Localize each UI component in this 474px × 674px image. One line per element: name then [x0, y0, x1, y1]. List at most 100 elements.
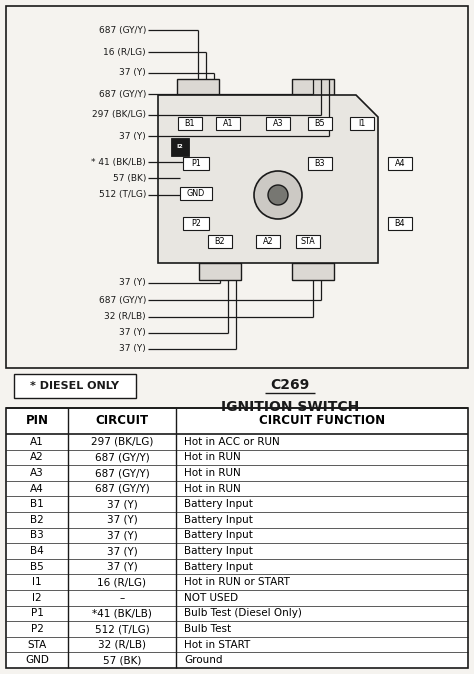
Text: Battery Input: Battery Input	[184, 546, 253, 556]
Text: Battery Input: Battery Input	[184, 515, 253, 525]
Text: 37 (Y): 37 (Y)	[107, 561, 137, 572]
Text: 687 (GY/Y): 687 (GY/Y)	[99, 90, 146, 98]
Text: I1: I1	[32, 577, 42, 587]
Polygon shape	[158, 95, 378, 263]
Text: B3: B3	[30, 530, 44, 541]
Text: CIRCUIT FUNCTION: CIRCUIT FUNCTION	[259, 415, 385, 427]
Bar	[388, 216, 412, 230]
Bar	[183, 156, 209, 169]
Bar	[216, 117, 240, 129]
Text: GND: GND	[25, 655, 49, 665]
Text: 37 (Y): 37 (Y)	[119, 344, 146, 353]
Text: 37 (Y): 37 (Y)	[107, 515, 137, 525]
Text: Battery Input: Battery Input	[184, 561, 253, 572]
Text: CIRCUIT: CIRCUIT	[95, 415, 148, 427]
Bar	[388, 156, 412, 169]
Text: B4: B4	[30, 546, 44, 556]
Text: B5: B5	[315, 119, 325, 127]
Bar	[199, 263, 241, 280]
Text: B5: B5	[30, 561, 44, 572]
Text: Bulb Test (Diesel Only): Bulb Test (Diesel Only)	[184, 609, 302, 619]
Text: Hot in RUN: Hot in RUN	[184, 452, 241, 462]
Text: 37 (Y): 37 (Y)	[119, 328, 146, 338]
Text: A3: A3	[30, 468, 44, 478]
Bar	[296, 235, 320, 247]
Text: A4: A4	[30, 484, 44, 493]
Bar	[178, 117, 202, 129]
Text: 687 (GY/Y): 687 (GY/Y)	[99, 26, 146, 34]
Circle shape	[254, 171, 302, 219]
Text: –: –	[119, 593, 125, 603]
Text: 512 (T/LG): 512 (T/LG)	[95, 624, 149, 634]
Text: I2: I2	[177, 144, 183, 150]
Text: Battery Input: Battery Input	[184, 499, 253, 509]
Text: B3: B3	[315, 158, 325, 168]
Text: 16 (R/LG): 16 (R/LG)	[103, 47, 146, 57]
Text: I2: I2	[32, 593, 42, 603]
Text: 57 (BK): 57 (BK)	[113, 173, 146, 183]
Text: B2: B2	[215, 237, 225, 245]
Bar	[171, 138, 189, 156]
Text: A1: A1	[30, 437, 44, 447]
Text: Hot in ACC or RUN: Hot in ACC or RUN	[184, 437, 280, 447]
Text: Bulb Test: Bulb Test	[184, 624, 231, 634]
Text: B4: B4	[395, 218, 405, 228]
Bar	[14, 374, 136, 398]
Text: 57 (BK): 57 (BK)	[103, 655, 141, 665]
Text: A4: A4	[395, 158, 405, 168]
Text: I1: I1	[358, 119, 365, 127]
Text: P1: P1	[191, 158, 201, 168]
Text: 297 (BK/LG): 297 (BK/LG)	[91, 437, 153, 447]
Bar	[350, 117, 374, 129]
Bar	[208, 235, 232, 247]
Bar	[292, 79, 334, 96]
Text: 687 (GY/Y): 687 (GY/Y)	[95, 484, 149, 493]
Text: * 41 (BK/LB): * 41 (BK/LB)	[91, 158, 146, 166]
Text: B1: B1	[185, 119, 195, 127]
Text: 32 (R/LB): 32 (R/LB)	[104, 313, 146, 321]
Text: Ground: Ground	[184, 655, 222, 665]
Text: Hot in RUN: Hot in RUN	[184, 484, 241, 493]
Text: PIN: PIN	[26, 415, 48, 427]
Text: A3: A3	[273, 119, 283, 127]
Text: A1: A1	[223, 119, 233, 127]
Text: 687 (GY/Y): 687 (GY/Y)	[95, 468, 149, 478]
Text: 37 (Y): 37 (Y)	[107, 546, 137, 556]
Text: 687 (GY/Y): 687 (GY/Y)	[95, 452, 149, 462]
Text: B2: B2	[30, 515, 44, 525]
Text: 32 (R/LB): 32 (R/LB)	[98, 640, 146, 650]
Text: Hot in RUN or START: Hot in RUN or START	[184, 577, 290, 587]
Bar	[6, 408, 468, 668]
Bar	[292, 263, 334, 280]
Bar	[308, 117, 332, 129]
Text: Hot in RUN: Hot in RUN	[184, 468, 241, 478]
Text: C269: C269	[270, 378, 310, 392]
Text: 297 (BK/LG): 297 (BK/LG)	[92, 111, 146, 119]
Text: 37 (Y): 37 (Y)	[119, 278, 146, 288]
Bar	[180, 187, 212, 200]
Text: B1: B1	[30, 499, 44, 509]
Text: IGNITION SWITCH: IGNITION SWITCH	[221, 400, 359, 414]
Circle shape	[268, 185, 288, 205]
Text: 37 (Y): 37 (Y)	[107, 530, 137, 541]
Text: *41 (BK/LB): *41 (BK/LB)	[92, 609, 152, 619]
Bar	[256, 235, 280, 247]
Text: STA: STA	[301, 237, 315, 245]
Text: 687 (GY/Y): 687 (GY/Y)	[99, 295, 146, 305]
Text: Hot in START: Hot in START	[184, 640, 250, 650]
Text: * DIESEL ONLY: * DIESEL ONLY	[30, 381, 119, 391]
Text: 37 (Y): 37 (Y)	[107, 499, 137, 509]
Text: P2: P2	[30, 624, 44, 634]
Text: 512 (T/LG): 512 (T/LG)	[99, 191, 146, 200]
Text: NOT USED: NOT USED	[184, 593, 238, 603]
Text: GND: GND	[187, 189, 205, 197]
Text: A2: A2	[30, 452, 44, 462]
Bar	[177, 79, 219, 96]
Text: Battery Input: Battery Input	[184, 530, 253, 541]
Text: P2: P2	[191, 218, 201, 228]
Bar	[266, 117, 290, 129]
Bar	[308, 156, 332, 169]
Text: P1: P1	[30, 609, 44, 619]
Bar	[183, 216, 209, 230]
Text: STA: STA	[27, 640, 46, 650]
